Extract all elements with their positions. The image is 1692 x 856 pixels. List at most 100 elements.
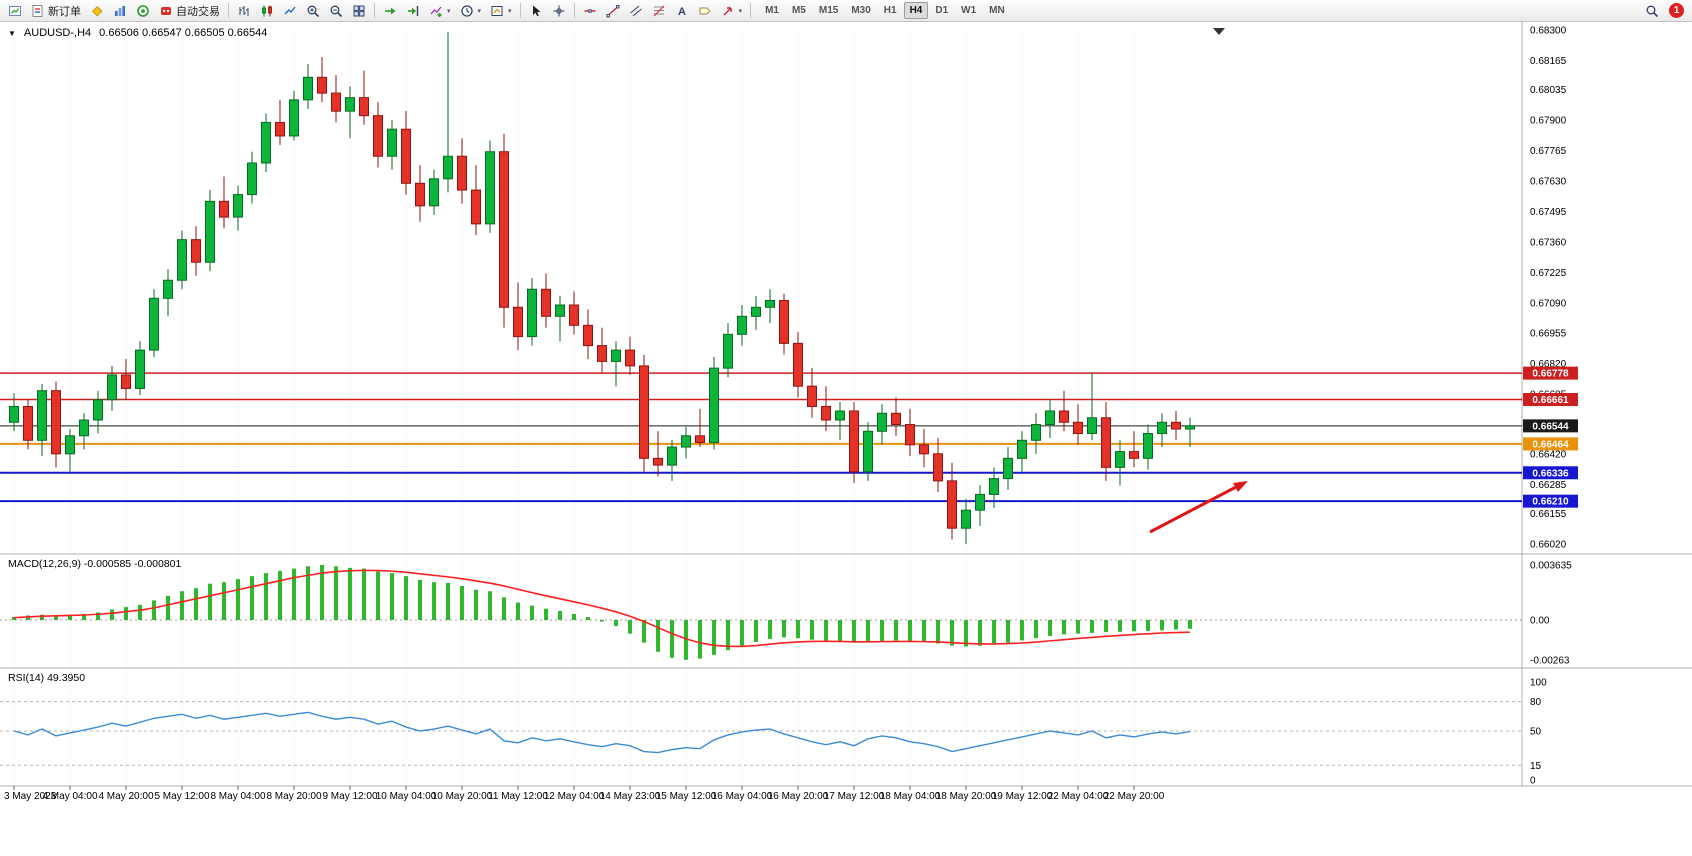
rsi-line xyxy=(13,711,1191,754)
trend-arrow[interactable] xyxy=(1149,485,1237,534)
svg-text:A: A xyxy=(678,6,686,18)
timeframe-button-m5[interactable]: M5 xyxy=(786,2,812,19)
notification-badge[interactable]: 1 xyxy=(1669,3,1684,18)
search-icon xyxy=(1646,5,1659,17)
market-watch-icon xyxy=(115,5,125,16)
community-button[interactable] xyxy=(132,1,154,20)
macd-scale-label: 0.00 xyxy=(1530,616,1550,627)
text-icon: A xyxy=(678,6,686,18)
periods-button[interactable]: ▾ xyxy=(456,1,486,20)
candle-body xyxy=(1143,433,1153,459)
label-icon xyxy=(699,7,711,14)
candle-body xyxy=(219,200,229,218)
bar-chart-button[interactable] xyxy=(233,1,255,20)
arrows-button[interactable]: ▾ xyxy=(717,1,747,20)
macd-scale-label: -0.00263 xyxy=(1530,655,1570,666)
candle-body xyxy=(247,162,257,196)
price-axis-label: 0.68165 xyxy=(1530,56,1567,67)
candle-body xyxy=(765,300,775,308)
toolbar-separator xyxy=(750,3,752,18)
candle-body xyxy=(1171,421,1181,430)
tile-windows-button[interactable] xyxy=(348,1,370,20)
mql-community-button[interactable] xyxy=(86,1,108,20)
search-button[interactable] xyxy=(1641,1,1663,20)
candle-body xyxy=(905,424,915,446)
candle-body xyxy=(793,342,803,387)
candle-body xyxy=(261,121,271,164)
price-axis-label: 0.68300 xyxy=(1530,26,1567,37)
auto-trading-label: 自动交易 xyxy=(176,5,220,18)
timeframe-button-w1[interactable]: W1 xyxy=(955,2,982,19)
price-tag[interactable] xyxy=(1523,392,1578,406)
candle-body xyxy=(625,349,635,367)
price-axis-label: 0.67765 xyxy=(1530,146,1567,157)
line-chart-button[interactable] xyxy=(279,1,301,20)
candle-body xyxy=(1073,421,1083,435)
time-axis-label: 9 May 12:00 xyxy=(322,791,377,802)
timeframe-button-m1[interactable]: M1 xyxy=(759,2,785,19)
time-axis-label: 10 May 04:00 xyxy=(376,791,437,802)
time-axis-label: 14 May 23:00 xyxy=(600,791,661,802)
cursor-button[interactable] xyxy=(525,1,547,20)
candle-body xyxy=(667,446,677,466)
indicators-button[interactable]: ▾ xyxy=(425,1,455,20)
text-button[interactable]: A xyxy=(671,1,693,20)
candle-body xyxy=(1185,425,1195,430)
new-chart-button[interactable] xyxy=(4,1,26,20)
timeframe-button-m30[interactable]: M30 xyxy=(845,2,876,19)
autoscroll-marker[interactable] xyxy=(1213,28,1225,35)
candle-body xyxy=(289,99,299,137)
fibonacci-button[interactable] xyxy=(648,1,670,20)
price-tag-label: 0.66544 xyxy=(1532,421,1569,432)
new-order-button[interactable]: 新订单 xyxy=(27,1,85,20)
chart-shift-button[interactable] xyxy=(402,1,424,20)
zoom-out-button[interactable] xyxy=(325,1,347,20)
auto-trading-button[interactable]: 自动交易 xyxy=(155,1,224,20)
toolbar-separator xyxy=(573,3,575,18)
price-axis-label: 0.67900 xyxy=(1530,116,1567,127)
time-axis-label: 16 May 20:00 xyxy=(768,791,829,802)
horizontal-line-icon xyxy=(584,8,596,13)
mql-community-icon xyxy=(91,5,103,17)
time-axis-label: 3 May 2023 xyxy=(4,791,57,802)
candlestick-chart-button[interactable] xyxy=(256,1,278,20)
price-axis-label: 0.67225 xyxy=(1530,268,1567,279)
market-watch-button[interactable] xyxy=(109,1,131,20)
price-tag[interactable] xyxy=(1523,419,1578,433)
timeframe-button-d1[interactable]: D1 xyxy=(929,2,954,19)
auto-scroll-button[interactable] xyxy=(379,1,401,20)
macd-label: MACD(12,26,9) -0.000585 -0.000801 xyxy=(8,558,182,570)
candle-body xyxy=(681,435,691,448)
time-axis-label: 22 May 04:00 xyxy=(1048,791,1109,802)
candle-body xyxy=(79,419,89,437)
candle-body xyxy=(835,410,845,421)
trend-arrow-head[interactable] xyxy=(1233,481,1248,492)
zoom-in-button[interactable] xyxy=(302,1,324,20)
timeframe-button-h1[interactable]: H1 xyxy=(878,2,903,19)
rsi-scale-label: 80 xyxy=(1530,697,1542,708)
price-tag[interactable] xyxy=(1523,466,1578,480)
candle-body xyxy=(345,97,355,112)
price-tag[interactable] xyxy=(1523,366,1578,380)
timeframe-button-m15[interactable]: M15 xyxy=(813,2,844,19)
indicators-icon xyxy=(430,6,442,17)
price-tag[interactable] xyxy=(1523,437,1578,451)
candle-body xyxy=(877,412,887,432)
chart-title: ▼ AUDUSD-,H4 0.66506 0.66547 0.66505 0.6… xyxy=(8,27,267,39)
timeframe-button-mn[interactable]: MN xyxy=(983,2,1011,19)
trendline-button[interactable] xyxy=(602,1,624,20)
timeframe-button-h4[interactable]: H4 xyxy=(903,2,929,19)
candle-body xyxy=(1115,451,1125,468)
collapse-icon[interactable]: ▼ xyxy=(8,28,16,38)
horizontal-line-button[interactable] xyxy=(579,1,601,20)
candle-body xyxy=(891,412,901,426)
channel-button[interactable] xyxy=(625,1,647,20)
candle-body xyxy=(569,304,579,326)
candle-body xyxy=(1031,424,1041,441)
templates-button[interactable]: ▾ xyxy=(486,1,516,20)
label-button[interactable] xyxy=(694,1,716,20)
price-tag[interactable] xyxy=(1523,494,1578,508)
crosshair-button[interactable] xyxy=(548,1,570,20)
price-tag-label: 0.66336 xyxy=(1532,468,1569,479)
chart-canvas[interactable]: 0.68300 0.68165 0.68035 0.67900 0.67765 0.676… xyxy=(0,22,1692,856)
